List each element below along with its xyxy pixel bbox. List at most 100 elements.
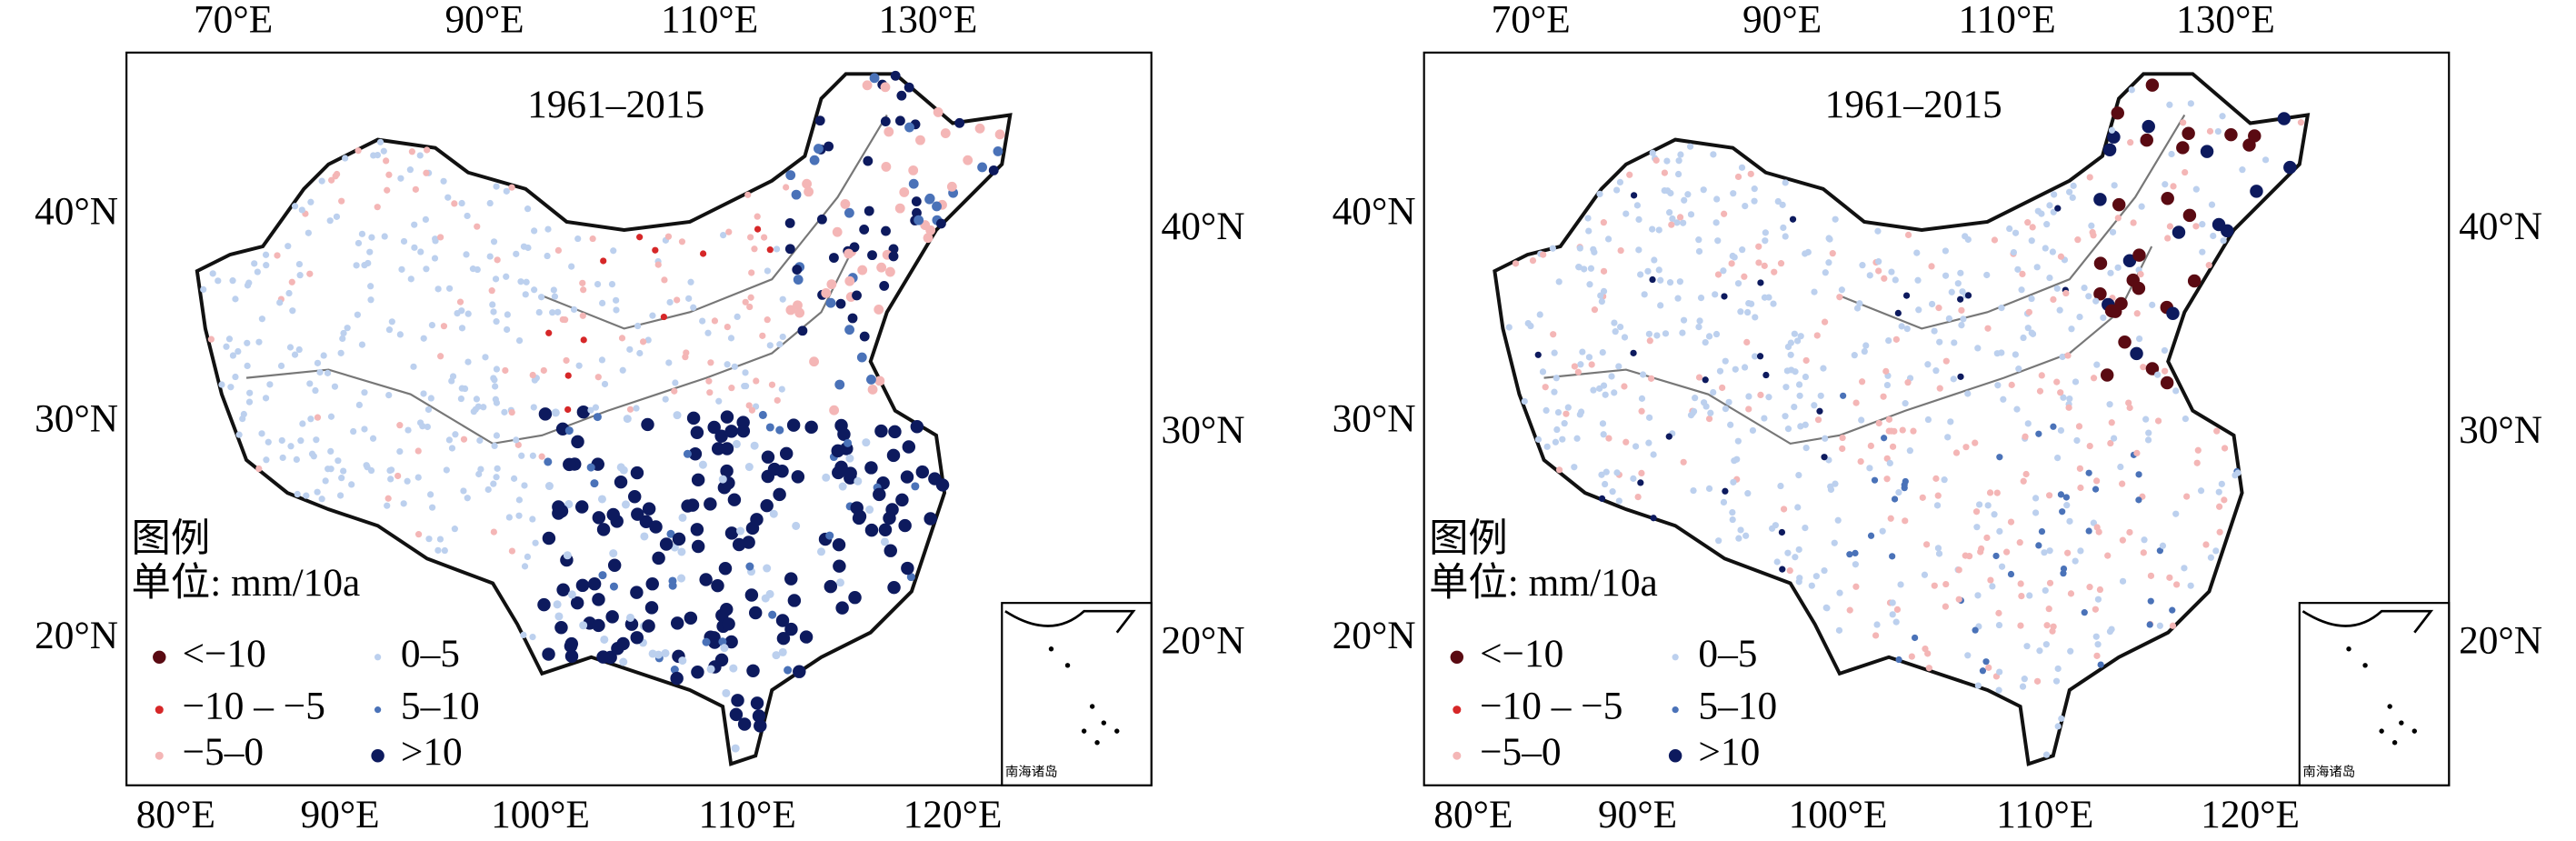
station-dot bbox=[686, 411, 701, 426]
station-dot bbox=[1663, 157, 1671, 165]
station-dot bbox=[1886, 459, 1893, 467]
station-dot bbox=[1735, 535, 1742, 542]
station-dot bbox=[684, 611, 698, 626]
station-dot bbox=[613, 306, 620, 314]
station-dot bbox=[672, 379, 679, 386]
station-dot bbox=[1811, 288, 1818, 295]
station-dot bbox=[2147, 597, 2154, 605]
station-dot bbox=[532, 539, 539, 546]
station-dot bbox=[888, 425, 902, 439]
station-dot bbox=[508, 184, 515, 191]
station-dot bbox=[1945, 315, 1952, 322]
station-dot bbox=[2114, 215, 2122, 222]
station-dot bbox=[845, 454, 854, 463]
station-dot bbox=[385, 326, 394, 334]
station-dot bbox=[707, 359, 714, 366]
legend-title: 图例 bbox=[1429, 516, 1508, 560]
station-dot bbox=[1853, 305, 1862, 312]
station-dot bbox=[200, 285, 207, 294]
station-dot bbox=[235, 431, 243, 438]
station-dot bbox=[2081, 284, 2088, 292]
station-dot bbox=[279, 454, 286, 462]
station-dot bbox=[1883, 381, 1892, 389]
station-dot bbox=[464, 212, 471, 220]
bottom-lon-label: 100°E bbox=[491, 793, 590, 836]
station-dot bbox=[529, 371, 536, 379]
station-dot bbox=[873, 487, 886, 502]
station-dot bbox=[725, 228, 733, 235]
station-dot bbox=[1910, 427, 1917, 435]
station-dot bbox=[1626, 171, 1633, 178]
inset-island bbox=[1114, 728, 1120, 734]
station-dot bbox=[380, 147, 387, 155]
bottom-lon-label: 120°E bbox=[904, 793, 1003, 836]
station-dot bbox=[1832, 215, 1839, 223]
station-dot bbox=[737, 717, 752, 731]
station-dot bbox=[1630, 192, 1638, 199]
station-dot bbox=[1898, 323, 1905, 330]
station-dot bbox=[2068, 325, 2075, 333]
station-dot bbox=[1821, 566, 1828, 575]
station-dot bbox=[1751, 353, 1759, 360]
station-dot bbox=[2261, 156, 2270, 164]
station-dot bbox=[606, 507, 620, 522]
station-dot bbox=[1731, 254, 1738, 261]
station-dot bbox=[1880, 393, 1887, 400]
station-dot bbox=[2018, 592, 2025, 600]
station-dot bbox=[640, 532, 649, 541]
station-dot bbox=[545, 329, 553, 336]
station-dot bbox=[665, 359, 673, 366]
station-dot bbox=[2097, 661, 2104, 668]
station-dot bbox=[322, 477, 329, 485]
station-dot bbox=[1695, 374, 1703, 381]
station-dot bbox=[1976, 501, 1983, 508]
station-dot bbox=[748, 269, 755, 276]
station-dot bbox=[1721, 210, 1728, 217]
station-dot bbox=[2172, 510, 2180, 517]
station-dot bbox=[424, 423, 431, 431]
station-dot bbox=[883, 511, 896, 526]
station-dot bbox=[448, 445, 456, 452]
top-lon-label: 130°E bbox=[2176, 0, 2275, 41]
station-dot bbox=[1787, 339, 1794, 346]
station-dot bbox=[627, 490, 642, 504]
station-dot bbox=[773, 245, 781, 253]
station-dot bbox=[2057, 253, 2065, 260]
station-dot bbox=[898, 518, 912, 533]
station-dot bbox=[1883, 476, 1891, 483]
station-dot bbox=[728, 385, 735, 392]
station-dot bbox=[586, 463, 595, 472]
station-dot bbox=[278, 436, 285, 445]
station-dot bbox=[1712, 219, 1720, 226]
station-dot bbox=[862, 438, 871, 447]
station-dot bbox=[1716, 367, 1724, 375]
station-dot bbox=[899, 186, 910, 197]
station-dot bbox=[445, 285, 454, 292]
station-dot bbox=[2074, 236, 2082, 244]
station-dot bbox=[1573, 435, 1581, 442]
station-dot bbox=[832, 226, 843, 237]
station-dot bbox=[605, 610, 619, 624]
station-dot bbox=[350, 427, 357, 436]
station-dot bbox=[761, 450, 775, 464]
station-dot bbox=[492, 383, 499, 390]
station-dot bbox=[1571, 363, 1578, 370]
station-dot bbox=[2028, 329, 2035, 336]
station-dot bbox=[2026, 592, 2033, 599]
station-dot bbox=[1852, 583, 1860, 590]
station-dot bbox=[619, 657, 628, 666]
station-dot bbox=[508, 547, 516, 555]
station-dot bbox=[888, 244, 899, 255]
station-dot bbox=[367, 296, 374, 304]
station-dot bbox=[2156, 547, 2163, 555]
station-dot bbox=[1832, 480, 1839, 487]
left-lat-label: 30°N bbox=[1333, 396, 1416, 440]
station-dot bbox=[388, 318, 395, 325]
station-dot bbox=[785, 170, 796, 181]
station-dot bbox=[848, 590, 862, 605]
station-dot bbox=[2096, 586, 2104, 594]
station-dot bbox=[1996, 527, 2003, 535]
station-dot bbox=[2024, 325, 2032, 332]
station-dot bbox=[1885, 336, 1892, 345]
